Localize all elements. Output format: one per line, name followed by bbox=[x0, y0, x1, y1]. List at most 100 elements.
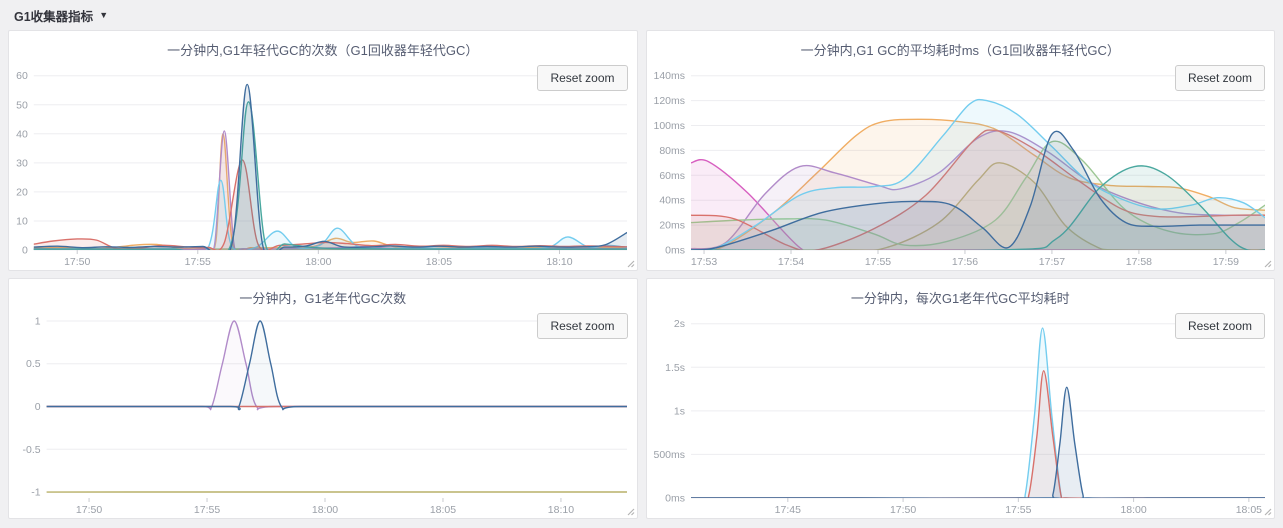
y-axis-label: 1 bbox=[35, 315, 41, 327]
y-axis-label: 0ms bbox=[665, 245, 685, 257]
reset-zoom-button[interactable]: Reset zoom bbox=[1174, 65, 1265, 91]
x-axis-label: 18:05 bbox=[426, 256, 452, 268]
x-axis-label: 17:45 bbox=[774, 504, 800, 516]
y-axis-label: 60ms bbox=[659, 170, 685, 182]
reset-zoom-button[interactable]: Reset zoom bbox=[537, 313, 628, 339]
series-area-cyan bbox=[33, 180, 627, 250]
series-area-teal bbox=[690, 165, 1265, 250]
panels-grid: 一分钟内,G1年轻代GC的次数（G1回收器年轻代GC） Reset zoom 0… bbox=[0, 30, 1283, 519]
y-axis-label: 40ms bbox=[659, 195, 685, 207]
series-line-cyan bbox=[690, 98, 1265, 250]
old-gc-count-chart[interactable]: -1 -0.5 0 0.5 1 17:50 17:55 18:00 18:05 18:10 bbox=[9, 307, 637, 518]
y-axis-label: 10 bbox=[16, 215, 28, 227]
series-line-teal bbox=[690, 165, 1265, 250]
series-line-cyan bbox=[690, 327, 1265, 498]
x-axis-label: 18:10 bbox=[546, 256, 572, 268]
dashboard-title: G1收集器指标 bbox=[14, 9, 94, 24]
x-axis-label: 18:00 bbox=[305, 256, 331, 268]
y-axis-label: 20ms bbox=[659, 220, 685, 232]
y-axis-label: 60 bbox=[16, 70, 28, 82]
old-gc-avg-time-chart[interactable]: 0ms 500ms 1s 1.5s 2s 17:45 17:50 17:55 18:00 18:0… bbox=[647, 307, 1275, 518]
y-axis-label: 40 bbox=[16, 128, 28, 140]
x-axis-label: 17:55 bbox=[864, 256, 890, 268]
chart-panel-gc-avg-time: 一分钟内,G1 GC的平均耗时ms（G1回收器年轻代GC） Reset zoom… bbox=[645, 30, 1275, 271]
x-axis-label: 17:54 bbox=[777, 256, 803, 268]
y-axis-label: 120ms bbox=[653, 95, 685, 107]
x-axis-label: 17:55 bbox=[185, 256, 211, 268]
resize-handle-icon[interactable] bbox=[1262, 258, 1272, 268]
x-axis-label: 17:50 bbox=[76, 504, 102, 516]
x-axis-label: 18:10 bbox=[548, 504, 574, 516]
series-area-cyan bbox=[690, 328, 1265, 498]
y-axis-label: -0.5 bbox=[23, 444, 41, 456]
y-axis-label: 500ms bbox=[653, 449, 685, 461]
x-axis-label: 17:50 bbox=[64, 256, 90, 268]
series-area-red bbox=[33, 159, 627, 250]
x-axis-label: 17:56 bbox=[951, 256, 977, 268]
y-axis-label: 0.5 bbox=[26, 358, 41, 370]
y-axis-label: 0 bbox=[22, 245, 28, 257]
series-area-green bbox=[690, 141, 1265, 250]
y-axis-label: 2s bbox=[673, 318, 684, 330]
series-line-darkblue bbox=[690, 130, 1265, 250]
chart-title: 一分钟内,G1 GC的平均耗时ms（G1回收器年轻代GC） bbox=[800, 43, 1120, 58]
y-axis-label: 1.5s bbox=[665, 362, 685, 374]
series-line-magenta bbox=[690, 158, 1265, 250]
dropdown-arrow-icon[interactable]: ▼ bbox=[99, 10, 109, 20]
chart-area: Reset zoom -1 -0.5 0 0.5 1 17:50 17:55 18:00 18:… bbox=[9, 307, 637, 518]
series-area-red bbox=[690, 370, 1265, 498]
y-axis-label: 50 bbox=[16, 99, 28, 111]
resize-handle-icon[interactable] bbox=[1262, 506, 1272, 516]
series-line-darkblue bbox=[46, 320, 628, 411]
series-line-cyan bbox=[33, 179, 628, 250]
series-line-teal bbox=[33, 101, 628, 250]
x-axis-label: 17:59 bbox=[1212, 256, 1238, 268]
x-axis-label: 18:05 bbox=[1235, 504, 1261, 516]
series-line-orange bbox=[690, 118, 1265, 250]
chart-area: Reset zoom 0ms 500ms 1s 1.5s 2s 17:45 17:50 17:… bbox=[647, 307, 1275, 518]
y-axis-label: 100ms bbox=[653, 120, 685, 132]
gc-avg-time-chart[interactable]: 0ms 20ms 40ms 60ms 80ms 100ms 120ms 140ms 17:53 1… bbox=[647, 59, 1275, 270]
y-axis-label: 0 bbox=[35, 401, 41, 413]
series-area-olive bbox=[690, 162, 1265, 250]
x-axis-label: 18:00 bbox=[1120, 504, 1146, 516]
reset-zoom-button[interactable]: Reset zoom bbox=[537, 65, 628, 91]
x-axis-label: 18:00 bbox=[312, 504, 338, 516]
chart-title: 一分钟内，G1老年代GC次数 bbox=[239, 291, 407, 306]
reset-zoom-button[interactable]: Reset zoom bbox=[1174, 313, 1265, 339]
x-axis-label: 17:55 bbox=[194, 504, 220, 516]
series-line-red bbox=[690, 370, 1265, 498]
y-axis-label: -1 bbox=[31, 487, 40, 499]
chart-panel-young-gc-count: 一分钟内,G1年轻代GC的次数（G1回收器年轻代GC） Reset zoom 0… bbox=[8, 30, 638, 271]
x-axis-label: 17:53 bbox=[690, 256, 716, 268]
x-axis-label: 17:57 bbox=[1038, 256, 1064, 268]
x-axis-label: 18:05 bbox=[430, 504, 456, 516]
resize-handle-icon[interactable] bbox=[625, 258, 635, 268]
series-area-magenta bbox=[690, 159, 1265, 250]
resize-handle-icon[interactable] bbox=[625, 506, 635, 516]
series-line-olive bbox=[690, 162, 1265, 250]
y-axis-label: 80ms bbox=[659, 145, 685, 157]
y-axis-label: 0ms bbox=[665, 493, 685, 505]
series-area-cyan bbox=[690, 99, 1265, 250]
series-area-orange bbox=[690, 119, 1265, 250]
y-axis-label: 20 bbox=[16, 186, 28, 198]
young-gc-count-chart[interactable]: 0 10 20 30 40 50 60 17:50 17:55 18:00 18:05 18:10 bbox=[9, 59, 637, 270]
series-line-green bbox=[690, 140, 1265, 247]
y-axis-label: 140ms bbox=[653, 70, 685, 82]
y-axis-label: 1s bbox=[673, 405, 684, 417]
series-line-orchid bbox=[690, 130, 1265, 250]
chart-panel-old-gc-count: 一分钟内，G1老年代GC次数 Reset zoom -1 -0.5 0 0.5 1 17:… bbox=[8, 278, 638, 519]
x-axis-label: 17:50 bbox=[889, 504, 915, 516]
chart-area: Reset zoom 0 10 20 30 40 50 60 17:50 17:55 18:00 1… bbox=[9, 59, 637, 270]
series-line-darkblue bbox=[690, 386, 1265, 498]
chart-title: 一分钟内，每次G1老年代GC平均耗时 bbox=[850, 291, 1070, 306]
dashboard-header: G1收集器指标 ▼ bbox=[0, 0, 1283, 30]
series-line-red bbox=[690, 129, 1265, 250]
chart-panel-old-gc-avg-time: 一分钟内，每次G1老年代GC平均耗时 Reset zoom 0ms 500ms 1s… bbox=[645, 278, 1275, 519]
series-area-darkblue bbox=[33, 84, 627, 250]
x-axis-label: 17:55 bbox=[1005, 504, 1031, 516]
series-area-darkblue bbox=[690, 387, 1265, 498]
x-axis-label: 17:58 bbox=[1125, 256, 1151, 268]
y-axis-label: 30 bbox=[16, 157, 28, 169]
